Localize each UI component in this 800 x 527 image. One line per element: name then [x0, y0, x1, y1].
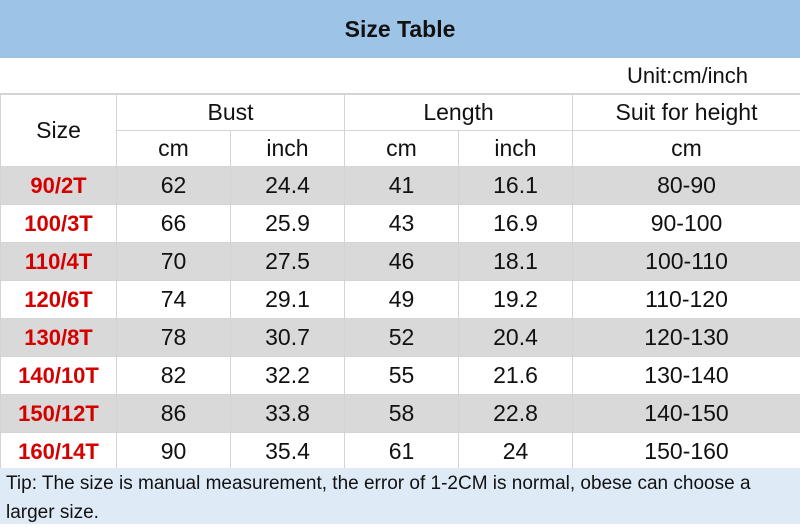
unit-label: Unit:cm/inch	[0, 58, 800, 94]
cell-bust-cm: 66	[117, 205, 231, 243]
cell-len-cm: 41	[345, 167, 459, 205]
cell-bust-cm: 82	[117, 357, 231, 395]
cell-height: 110-120	[573, 281, 800, 319]
cell-height: 140-150	[573, 395, 800, 433]
cell-bust-in: 35.4	[231, 433, 345, 471]
cell-bust-cm: 62	[117, 167, 231, 205]
header-bust: Bust	[117, 95, 345, 131]
cell-size: 90/2T	[1, 167, 117, 205]
cell-size: 140/10T	[1, 357, 117, 395]
cell-size: 130/8T	[1, 319, 117, 357]
cell-len-in: 16.1	[459, 167, 573, 205]
cell-height: 120-130	[573, 319, 800, 357]
subheader-bust-inch: inch	[231, 131, 345, 167]
header-size: Size	[1, 95, 117, 167]
cell-size: 160/14T	[1, 433, 117, 471]
cell-height: 90-100	[573, 205, 800, 243]
cell-bust-cm: 70	[117, 243, 231, 281]
cell-size: 150/12T	[1, 395, 117, 433]
cell-bust-cm: 78	[117, 319, 231, 357]
cell-len-cm: 52	[345, 319, 459, 357]
cell-bust-in: 33.8	[231, 395, 345, 433]
cell-bust-in: 24.4	[231, 167, 345, 205]
cell-bust-cm: 86	[117, 395, 231, 433]
cell-bust-cm: 74	[117, 281, 231, 319]
cell-len-cm: 49	[345, 281, 459, 319]
cell-height: 130-140	[573, 357, 800, 395]
cell-size: 110/4T	[1, 243, 117, 281]
cell-bust-cm: 90	[117, 433, 231, 471]
subheader-height-cm: cm	[573, 131, 800, 167]
cell-height: 100-110	[573, 243, 800, 281]
cell-len-cm: 43	[345, 205, 459, 243]
cell-len-cm: 46	[345, 243, 459, 281]
cell-height: 150-160	[573, 433, 800, 471]
subheader-length-inch: inch	[459, 131, 573, 167]
subheader-bust-cm: cm	[117, 131, 231, 167]
cell-bust-in: 32.2	[231, 357, 345, 395]
cell-bust-in: 25.9	[231, 205, 345, 243]
cell-bust-in: 29.1	[231, 281, 345, 319]
cell-len-in: 24	[459, 433, 573, 471]
cell-len-in: 22.8	[459, 395, 573, 433]
subheader-length-cm: cm	[345, 131, 459, 167]
cell-len-cm: 55	[345, 357, 459, 395]
header-height: Suit for height	[573, 95, 800, 131]
cell-len-in: 16.9	[459, 205, 573, 243]
cell-len-in: 21.6	[459, 357, 573, 395]
table-title: Size Table	[0, 0, 800, 58]
cell-len-cm: 61	[345, 433, 459, 471]
cell-len-in: 18.1	[459, 243, 573, 281]
header-length: Length	[345, 95, 573, 131]
tip-note: Tip: The size is manual measurement, the…	[0, 468, 800, 524]
size-table: Size Bust Length Suit for height cm inch…	[0, 94, 800, 471]
cell-bust-in: 27.5	[231, 243, 345, 281]
cell-len-cm: 58	[345, 395, 459, 433]
cell-height: 80-90	[573, 167, 800, 205]
cell-len-in: 19.2	[459, 281, 573, 319]
cell-len-in: 20.4	[459, 319, 573, 357]
cell-size: 100/3T	[1, 205, 117, 243]
cell-size: 120/6T	[1, 281, 117, 319]
cell-bust-in: 30.7	[231, 319, 345, 357]
